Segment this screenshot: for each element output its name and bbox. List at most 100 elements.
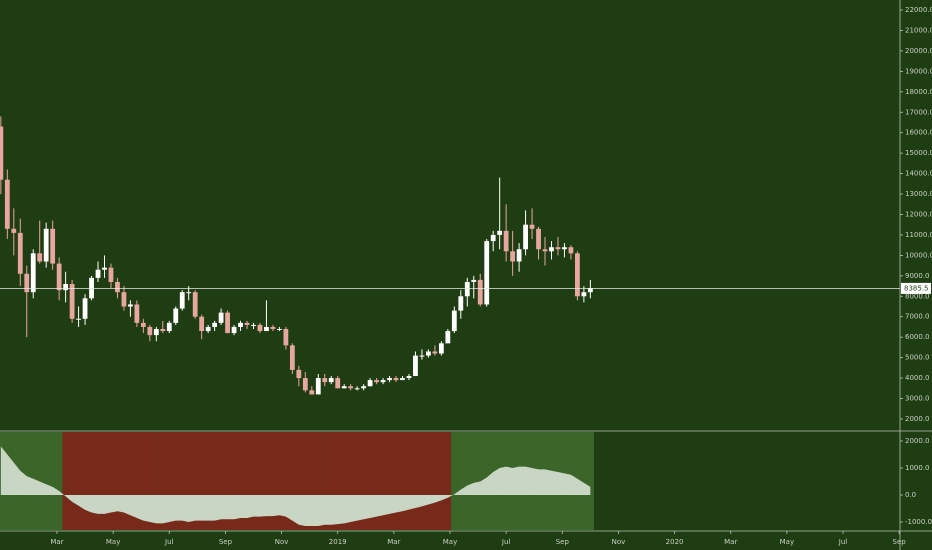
x-tick-label: Mar xyxy=(50,538,63,546)
oscillator-zone xyxy=(120,432,128,530)
candle-body xyxy=(387,378,392,381)
x-tick-label: Sep xyxy=(219,538,233,546)
oscillator-zone xyxy=(476,432,484,530)
oscillator-zone xyxy=(431,432,439,530)
oscillator-zone xyxy=(75,432,83,530)
candle-body xyxy=(438,343,444,354)
candle-body xyxy=(121,292,127,307)
x-tick-label: Jul xyxy=(501,538,511,546)
oscillator-zone xyxy=(321,432,329,530)
oscillator-zone xyxy=(185,432,193,530)
candle-body xyxy=(445,331,451,344)
candle-body xyxy=(30,253,36,293)
candle-body xyxy=(555,247,561,250)
x-tick-label: 2020 xyxy=(666,538,684,546)
oscillator-zone xyxy=(444,432,452,530)
y-tick-label: 15000.0 xyxy=(905,149,932,157)
candle-body xyxy=(477,279,483,305)
x-tick-label: May xyxy=(780,538,794,546)
y-tick-label: 10000.0 xyxy=(905,251,932,259)
y-tick-label: 20000.0 xyxy=(905,47,932,55)
candle-body xyxy=(289,345,295,370)
y-tick-label: 17000.0 xyxy=(905,108,932,116)
candle-body xyxy=(283,328,289,346)
oscillator-zone xyxy=(327,432,335,530)
candle-body xyxy=(238,322,243,327)
y-tick-label: 19000.0 xyxy=(905,67,932,75)
candle-body xyxy=(231,326,237,334)
oscillator-zone xyxy=(457,432,465,530)
oscillator-zone xyxy=(42,432,50,530)
candle-body xyxy=(328,378,334,383)
candle-body xyxy=(458,296,464,311)
candle-body xyxy=(166,322,172,332)
oscillator-zone xyxy=(412,432,420,530)
candle-body xyxy=(212,322,218,327)
oscillator-zone xyxy=(230,432,238,530)
oscillator-zone xyxy=(36,432,44,530)
candle-body xyxy=(160,328,166,332)
y-tick-label: 2000.0 xyxy=(905,437,930,445)
candle-body xyxy=(186,292,192,294)
oscillator-zone xyxy=(392,432,400,530)
candle-body xyxy=(451,310,457,332)
candle-body xyxy=(542,249,548,252)
candle-body xyxy=(199,316,205,332)
candle-body xyxy=(510,251,516,262)
x-tick-label: Nov xyxy=(275,538,289,546)
candle-body xyxy=(115,281,120,293)
candle-body xyxy=(251,324,256,326)
oscillator-zone xyxy=(399,432,407,530)
candle-body xyxy=(367,380,373,387)
candle-body xyxy=(413,355,418,377)
y-tick-label: 4000.0 xyxy=(905,374,930,382)
oscillator-zone xyxy=(587,432,595,530)
candle-body xyxy=(581,292,587,297)
oscillator-zone xyxy=(166,432,173,530)
y-tick-label: 12000.0 xyxy=(905,210,932,218)
oscillator-zone xyxy=(153,432,160,530)
candle-body xyxy=(380,380,386,383)
candle-body xyxy=(529,224,535,229)
oscillator-zone xyxy=(334,432,342,530)
candle-body xyxy=(315,378,321,395)
candle-body xyxy=(302,378,308,391)
oscillator-zone xyxy=(308,432,316,530)
y-tick-label: 13000.0 xyxy=(905,190,932,198)
oscillator-zone xyxy=(386,432,394,530)
x-tick-label: 2019 xyxy=(329,538,347,546)
candle-body xyxy=(153,328,159,336)
candle-body xyxy=(322,378,328,383)
candle-body xyxy=(50,228,56,264)
y-tick-label: 14000.0 xyxy=(905,170,932,178)
candle-body xyxy=(4,179,10,229)
oscillator-zone xyxy=(379,432,387,530)
candle-body xyxy=(205,326,211,332)
y-tick-label: 7000.0 xyxy=(905,313,930,321)
candle-body xyxy=(82,298,88,319)
candle-body xyxy=(374,380,379,383)
candle-body xyxy=(95,269,101,278)
last-price-box xyxy=(901,282,931,294)
oscillator-zone xyxy=(204,432,212,530)
y-tick-label: 22000.0 xyxy=(905,6,932,14)
x-tick-label: Jul xyxy=(838,538,848,546)
x-tick-label: Sep xyxy=(893,538,907,546)
oscillator-zone xyxy=(178,432,186,530)
y-tick-label: 16000.0 xyxy=(905,129,932,137)
oscillator-zone xyxy=(464,432,471,530)
oscillator-zone xyxy=(580,432,588,530)
x-tick-label: Sep xyxy=(556,538,570,546)
candle-body xyxy=(484,241,490,305)
candle-body xyxy=(587,288,593,293)
candle-body xyxy=(536,228,541,250)
candle-body xyxy=(562,247,567,250)
y-tick-label: 8000.0 xyxy=(905,292,930,300)
candle-body xyxy=(56,263,62,291)
candle-body xyxy=(471,279,477,282)
oscillator-zone xyxy=(302,432,309,530)
x-tick-label: Mar xyxy=(387,538,400,546)
oscillator-zone xyxy=(340,432,348,530)
oscillator-zone xyxy=(146,432,154,530)
